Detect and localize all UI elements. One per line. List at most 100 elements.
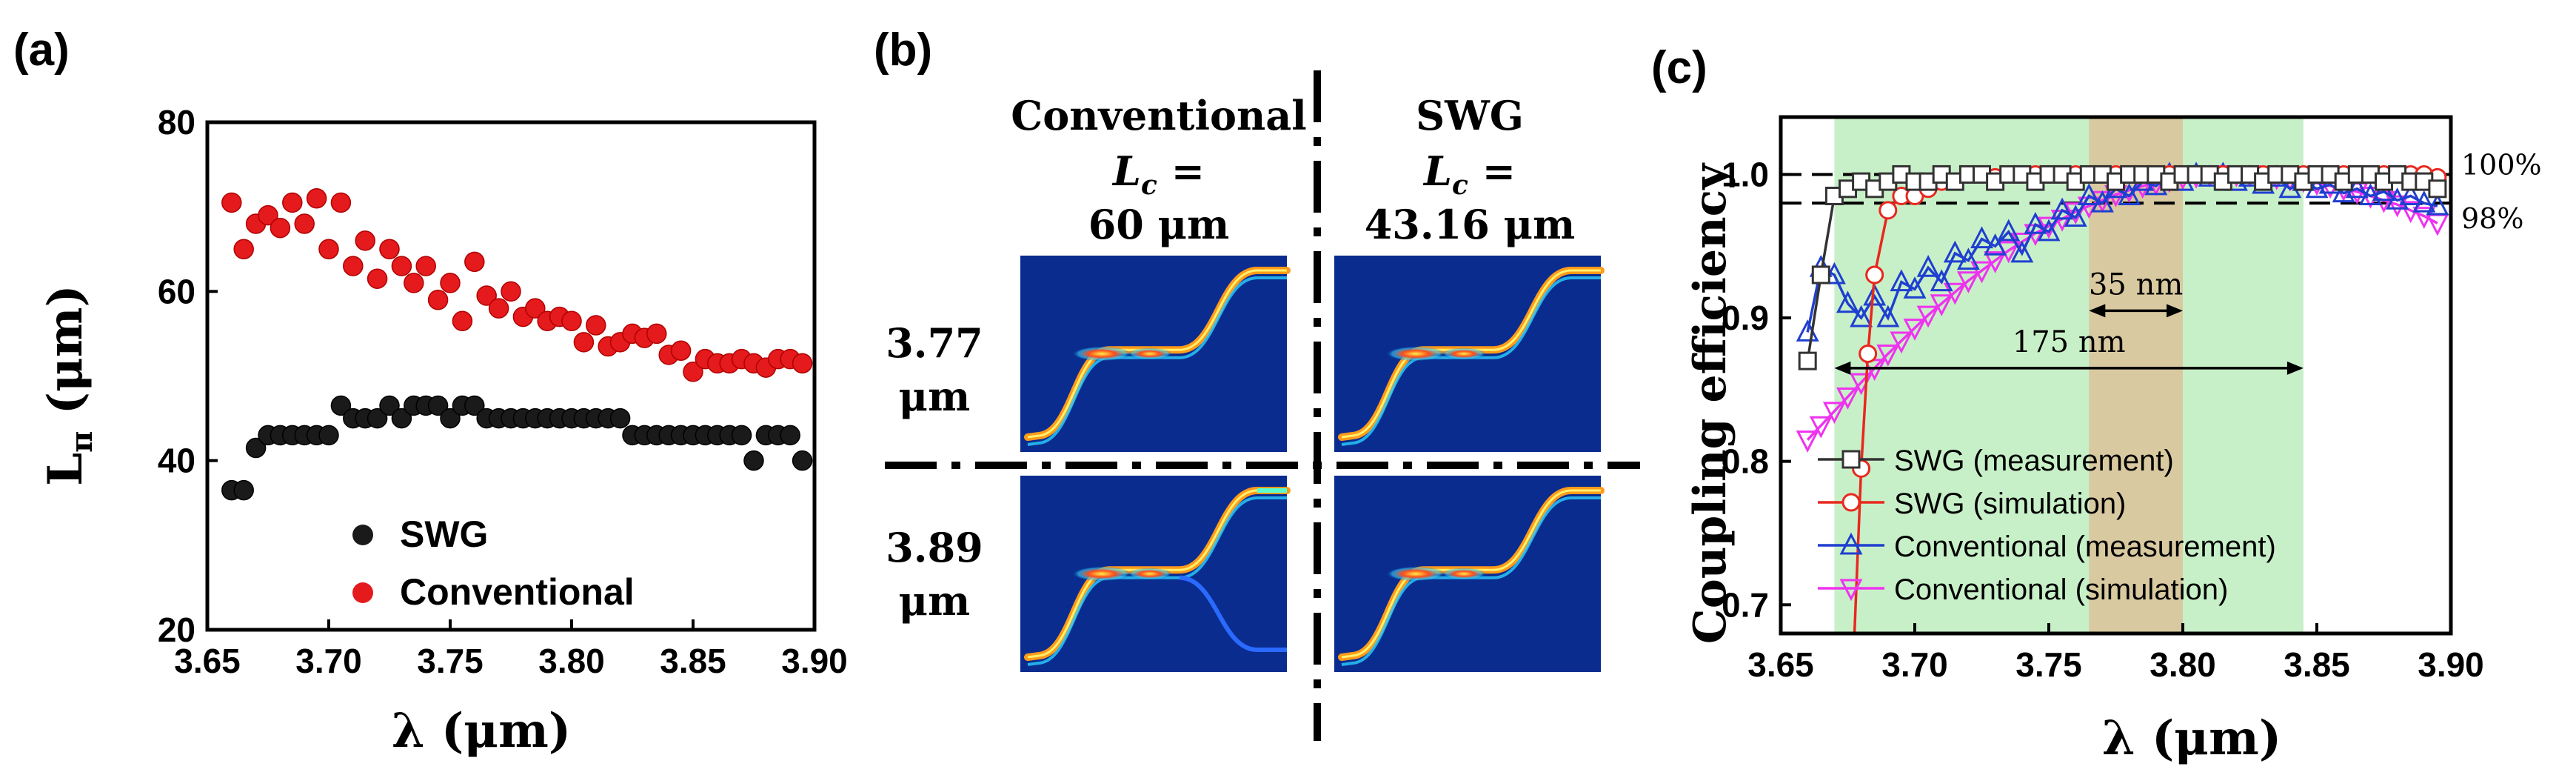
swg-lc: Lc = <box>1422 147 1516 201</box>
swg-point <box>427 395 449 416</box>
panel-a-xlabel: λ (μm) <box>392 703 571 759</box>
series-point <box>1984 233 2007 256</box>
field-maps <box>1020 256 1605 672</box>
x-tick-label: 3.85 <box>2284 645 2350 684</box>
conventional-point <box>306 188 327 209</box>
arrow-head <box>2089 304 2106 318</box>
panel-c-legend: SWG (measurement) SWG (simulation) Convent… <box>1818 445 2276 606</box>
series-point <box>1811 265 1830 285</box>
series-point <box>2090 190 2114 213</box>
swg-point <box>330 395 352 416</box>
swg-point <box>245 437 267 459</box>
swg-point <box>379 395 400 416</box>
series-point <box>1903 276 1927 299</box>
legend-label: SWG (measurement) <box>1894 445 2174 477</box>
waveguide-split <box>1179 575 1287 652</box>
panel-a-frame <box>205 120 817 632</box>
swg-point <box>318 425 339 446</box>
series-point <box>1903 319 1927 341</box>
hotspot <box>1072 566 1131 582</box>
swg-point <box>440 408 461 429</box>
series-point <box>1956 271 1980 293</box>
panel-c-plot-area: 100% 98% 35 nm 175 nm 3.65 3.70 3.75 3.80 3.85 3.… <box>1722 115 2542 684</box>
y-tick-label: 1.0 <box>1722 155 1769 193</box>
series-point <box>1879 201 1898 220</box>
swg-point <box>609 408 631 429</box>
panel-b-label: (b) <box>874 24 932 76</box>
legend-marker <box>1841 493 1861 512</box>
y-tick-label: 0.7 <box>1722 585 1769 624</box>
series-point <box>2412 190 2436 213</box>
x-tick-label: 3.80 <box>2150 645 2216 684</box>
series-point <box>2064 202 2087 225</box>
legend-label: SWG (simulation) <box>1894 488 2126 520</box>
hotspot <box>1128 347 1172 360</box>
conventional-point <box>501 281 521 302</box>
series-point <box>2399 183 2423 205</box>
panel-a-legend: SWG Conventional <box>352 513 635 613</box>
series-point <box>1956 247 1980 270</box>
series-point <box>1943 282 1967 305</box>
conventional-lc-value: 60 μm <box>1088 201 1230 248</box>
conventional-title: Conventional <box>1011 92 1307 139</box>
swg-point <box>780 425 800 446</box>
annotation: 35 nm <box>2089 267 2183 318</box>
series-point <box>1930 269 1953 292</box>
y-tick-label: 80 <box>158 103 195 142</box>
conventional-point <box>670 340 692 361</box>
conventional-point <box>258 204 278 226</box>
y-tick-label: 0.9 <box>1722 299 1769 337</box>
swg-lc-value: 43.16 μm <box>1365 201 1576 248</box>
conventional-point <box>270 217 291 239</box>
conventional-point <box>330 192 352 213</box>
swg-point <box>391 408 412 429</box>
conventional-point <box>404 273 424 293</box>
x-tick-label: 3.65 <box>1747 645 1814 684</box>
conventional-point <box>233 239 254 259</box>
legend-conventional-label: Conventional <box>400 571 635 613</box>
series-point <box>1930 294 1953 316</box>
panel-a-plot-area: 3.65 3.70 3.75 3.80 3.85 3.90 20 40 60 80 <box>158 103 848 680</box>
series-point <box>1822 402 1846 425</box>
hotspot <box>1128 568 1172 580</box>
legend-marker <box>1839 532 1863 555</box>
conventional-point <box>355 230 375 251</box>
hotspot <box>1072 346 1131 362</box>
annotation-label: 175 nm <box>2013 325 2126 359</box>
field-conventional-3.89 <box>1020 476 1291 672</box>
series-point <box>2077 183 2101 205</box>
conventional-point <box>343 256 364 276</box>
series-point <box>1890 331 1913 354</box>
conventional-point <box>221 192 242 213</box>
conventional-point <box>476 285 497 306</box>
x-tick-label: 3.70 <box>1881 645 1948 684</box>
series-point <box>2010 240 2034 263</box>
x-tick-label: 3.75 <box>417 642 484 680</box>
series-point <box>1916 305 1940 328</box>
series-point <box>2050 197 2074 220</box>
reference-label: 98% <box>2461 202 2523 235</box>
swg-point <box>464 395 485 416</box>
conventional-lc: Lc = <box>1111 147 1205 201</box>
hotspot <box>1386 346 1445 362</box>
x-tick-label: 3.90 <box>781 642 848 680</box>
conventional-point <box>367 268 388 289</box>
swg-point <box>743 450 764 471</box>
series-point <box>1859 344 1878 363</box>
hotspot <box>1442 568 1486 580</box>
series-point <box>1876 305 1900 327</box>
y-tick-label: 60 <box>158 272 195 310</box>
series-point <box>2064 204 2087 227</box>
conventional-point <box>294 213 315 234</box>
y-tick-label: 20 <box>158 611 195 649</box>
field-swg-3.89 <box>1334 476 1605 672</box>
series-point <box>2037 216 2061 239</box>
legend-marker <box>1841 450 1861 469</box>
swg-point <box>792 450 813 471</box>
panel-a-label: (a) <box>13 24 70 76</box>
series-point <box>1984 251 2007 273</box>
panel-c-xlabel: λ (μm) <box>2102 711 2281 766</box>
y-tick-label: 0.8 <box>1722 442 1769 481</box>
series-point <box>1796 430 1819 453</box>
legend-conventional-marker <box>352 582 373 603</box>
